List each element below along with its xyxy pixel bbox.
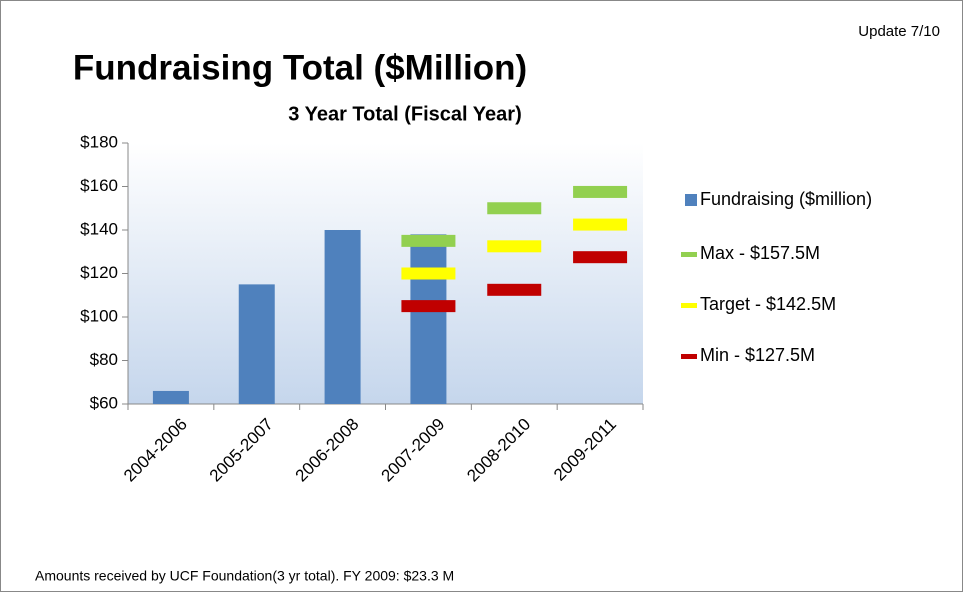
target-marker <box>487 240 542 253</box>
legend-swatch <box>685 194 697 206</box>
target-marker <box>401 300 456 313</box>
legend-label: Max - $157.5M <box>700 243 820 263</box>
bar <box>410 234 447 404</box>
plot-area <box>128 143 643 404</box>
y-tick-label: $80 <box>90 350 118 369</box>
legend-label: Target - $142.5M <box>700 294 836 314</box>
target-marker <box>401 267 456 280</box>
legend-label: Min - $127.5M <box>700 345 815 365</box>
y-tick-label: $60 <box>90 393 118 412</box>
legend-label: Fundraising ($million) <box>700 189 872 209</box>
target-marker <box>401 234 456 247</box>
chart-title: Fundraising Total ($Million) <box>73 48 527 87</box>
target-marker <box>487 283 542 296</box>
target-marker <box>487 202 542 215</box>
y-tick-label: $140 <box>80 219 118 238</box>
bar <box>324 230 361 404</box>
y-tick-label: $180 <box>80 132 118 151</box>
footnote: Amounts received by UCF Foundation(3 yr … <box>35 568 454 584</box>
y-tick-label: $120 <box>80 263 118 282</box>
target-marker <box>573 185 628 198</box>
legend-swatch <box>681 303 697 308</box>
annotation: Update 7/10 <box>858 23 940 40</box>
target-marker <box>573 251 628 264</box>
target-marker <box>573 218 628 231</box>
y-tick-label: $100 <box>80 306 118 325</box>
y-tick-label: $160 <box>80 176 118 195</box>
legend-swatch <box>681 252 697 257</box>
legend-swatch <box>681 354 697 359</box>
bar <box>238 284 275 404</box>
bar <box>152 390 189 404</box>
chart-subtitle: 3 Year Total (Fiscal Year) <box>288 103 521 125</box>
